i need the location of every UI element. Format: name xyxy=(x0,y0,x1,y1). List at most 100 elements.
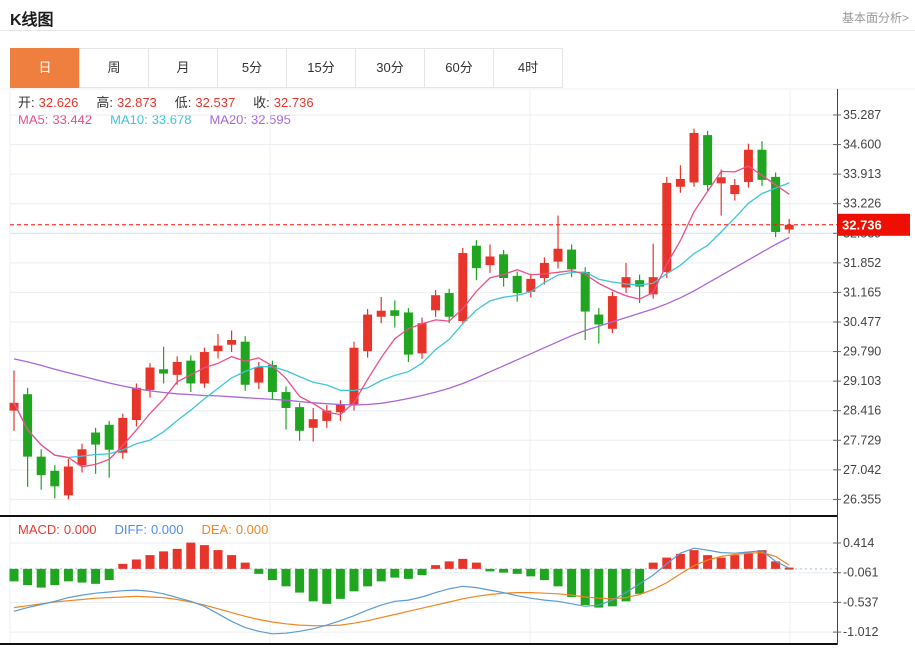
candle-body xyxy=(567,249,577,270)
candle-body xyxy=(240,341,250,385)
tab-5分[interactable]: 5分 xyxy=(217,48,287,88)
y-axis-label: -1.012 xyxy=(843,625,878,639)
macd-bar xyxy=(580,568,590,606)
candle-body xyxy=(662,182,672,272)
tab-15分[interactable]: 15分 xyxy=(286,48,356,88)
macd-bar xyxy=(471,562,481,569)
y-axis-label: 28.416 xyxy=(843,404,881,418)
macd-bar xyxy=(512,568,522,574)
candle-body xyxy=(784,224,794,230)
macd-bar xyxy=(322,568,332,604)
macd-bar xyxy=(267,568,277,581)
macd-bar xyxy=(227,555,237,569)
candle-body xyxy=(91,432,101,445)
macd-bar xyxy=(131,559,141,569)
tab-4时[interactable]: 4时 xyxy=(493,48,563,88)
tab-周[interactable]: 周 xyxy=(79,48,149,88)
candle-body xyxy=(213,345,223,352)
macd-bar xyxy=(689,550,699,569)
candle-body xyxy=(403,312,413,355)
y-axis-label: 30.477 xyxy=(843,315,881,329)
y-axis-label: 27.042 xyxy=(843,463,881,477)
dea-line xyxy=(13,551,790,627)
candle-body xyxy=(703,135,713,186)
macd-bar xyxy=(526,568,536,577)
bottom-border xyxy=(0,643,838,645)
macd-bar xyxy=(240,562,250,569)
ohlc-item: 高: 32.873 xyxy=(96,95,157,110)
tab-30分[interactable]: 30分 xyxy=(355,48,425,88)
macd-bar xyxy=(281,568,291,587)
macd-bar xyxy=(403,568,413,579)
y-axis-label: 31.852 xyxy=(843,256,881,270)
macd-bar xyxy=(567,568,577,597)
candle-body xyxy=(349,347,359,405)
candle-body xyxy=(50,470,60,487)
ma5-line xyxy=(13,165,790,468)
candle-body xyxy=(594,314,604,325)
fundamental-analysis-link[interactable]: 基本面分析> xyxy=(841,11,909,25)
macd-bar xyxy=(36,568,46,588)
macd-bar xyxy=(458,558,468,569)
macd-bar xyxy=(9,568,19,582)
maLegend-item: MA5: 33.442 xyxy=(18,112,93,127)
y-axis-label: 29.103 xyxy=(843,374,881,388)
macdLegend-item: DEA: 0.000 xyxy=(201,522,269,537)
candle-body xyxy=(118,417,128,453)
candle-body xyxy=(390,310,400,316)
y-axis-label: 33.913 xyxy=(843,167,881,181)
macd-bar xyxy=(50,568,60,586)
macd-bar xyxy=(254,568,264,574)
y-axis-label: 33.226 xyxy=(843,197,881,211)
tab-日[interactable]: 日 xyxy=(10,48,80,88)
candle-body xyxy=(485,256,495,266)
macd-bar xyxy=(213,550,223,569)
candle-body xyxy=(580,271,590,312)
macd-bar xyxy=(621,568,631,602)
macdLegend-item: MACD: 0.000 xyxy=(18,522,97,537)
y-axis-label: 34.600 xyxy=(843,138,881,152)
candle-body xyxy=(227,339,237,345)
candle-body xyxy=(458,253,468,322)
candle-body xyxy=(512,275,522,294)
tab-月[interactable]: 月 xyxy=(148,48,218,88)
macd-bar xyxy=(349,568,359,592)
candle-body xyxy=(635,280,645,287)
macd-bar xyxy=(553,568,563,587)
macd-bar xyxy=(594,568,604,608)
candle-body xyxy=(172,361,182,375)
macd-bar xyxy=(771,561,781,569)
candle-body xyxy=(77,449,87,466)
macd-bar xyxy=(363,568,373,587)
candle-body xyxy=(363,314,373,352)
macd-bar xyxy=(607,568,617,607)
candle-body xyxy=(186,360,196,384)
maLegend-item: MA20: 32.595 xyxy=(209,112,291,127)
candle-body xyxy=(376,310,386,317)
tab-60分[interactable]: 60分 xyxy=(424,48,494,88)
macd-bar xyxy=(485,568,495,572)
candle-body xyxy=(335,404,345,413)
candle-body xyxy=(267,364,277,393)
y-axis-label: -0.537 xyxy=(843,595,878,609)
maLegend-item: MA10: 33.678 xyxy=(110,112,192,127)
candle-body xyxy=(23,394,33,457)
y-axis-label: 0.414 xyxy=(843,536,874,550)
macd-bar xyxy=(335,568,345,599)
macd-bar xyxy=(118,563,128,569)
ohlc-item: 低: 32.537 xyxy=(174,95,236,110)
candle-body xyxy=(757,149,767,180)
candle-body xyxy=(63,466,73,496)
candle-body xyxy=(444,293,454,317)
ohlc-item: 开: 32.626 xyxy=(18,95,79,110)
candle-body xyxy=(36,456,46,476)
candle-body xyxy=(471,245,481,269)
candle-body xyxy=(308,419,318,428)
candle-body xyxy=(675,179,685,187)
interval-tabs: 日周月 5分 15分 30分 60分 4时 xyxy=(10,48,563,88)
macd-bar xyxy=(417,568,427,576)
y-axis-label: -0.061 xyxy=(843,566,878,580)
ma20-line xyxy=(13,236,790,406)
